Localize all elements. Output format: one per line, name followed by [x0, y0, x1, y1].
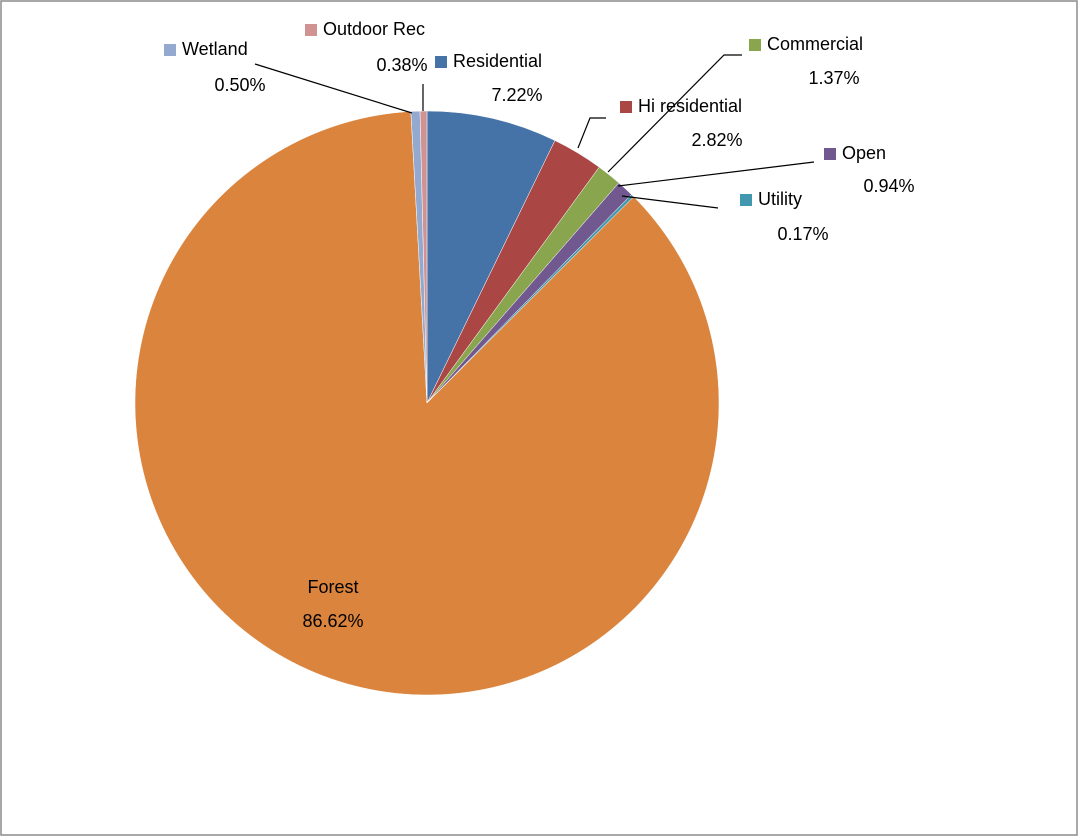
legend-swatch: [620, 101, 632, 113]
legend-swatch: [435, 56, 447, 68]
slice-label: Commercial: [767, 34, 863, 54]
slice-label: Open: [842, 143, 886, 163]
slice-label: Forest: [307, 577, 358, 597]
leader-line: [607, 54, 742, 173]
pie-slice: [426, 110, 556, 404]
slice-label: Wetland: [182, 39, 248, 59]
value-label: 0.94%: [863, 176, 914, 196]
value-label: 0.38%: [376, 55, 427, 75]
value-label: 1.37%: [808, 68, 859, 88]
value-label: 2.82%: [691, 130, 742, 150]
value-label: 0.50%: [214, 75, 265, 95]
leader-line: [254, 63, 413, 114]
slice-label: Outdoor Rec: [323, 19, 425, 39]
value-label: 0.17%: [777, 224, 828, 244]
value-label: 86.62%: [302, 611, 363, 631]
slice-label: Residential: [453, 51, 542, 71]
pie-slice: [419, 110, 428, 404]
slice-label: Utility: [758, 189, 802, 209]
value-label: 7.22%: [491, 85, 542, 105]
leader-line: [621, 195, 719, 209]
legend-swatch: [164, 44, 176, 56]
legend-swatch: [740, 194, 752, 206]
legend-swatch: [749, 39, 761, 51]
legend-swatch: [305, 24, 317, 36]
pie-slice: [134, 111, 720, 696]
slice-label: Hi residential: [638, 96, 742, 116]
legend-swatch: [824, 148, 836, 160]
leader-line: [617, 161, 815, 187]
leader-line: [577, 117, 606, 149]
